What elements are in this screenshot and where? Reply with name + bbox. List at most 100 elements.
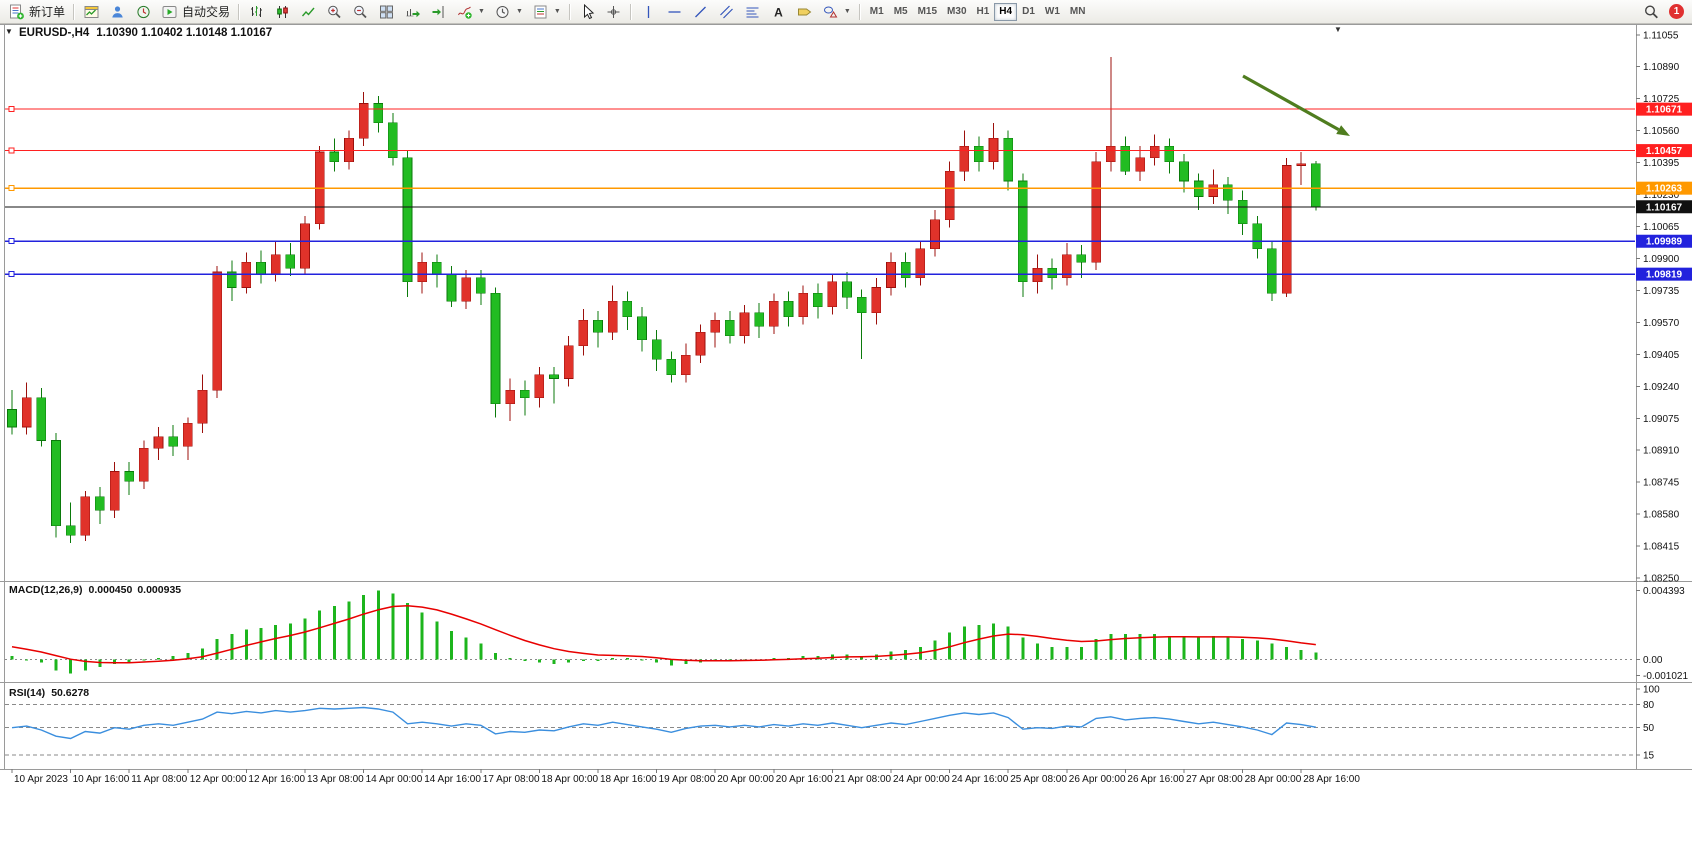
text-button[interactable]: A bbox=[766, 1, 791, 22]
label-button[interactable] bbox=[792, 1, 817, 22]
svg-text:15: 15 bbox=[1643, 750, 1655, 761]
timeframe-d1-button[interactable]: D1 bbox=[1017, 3, 1040, 21]
tile-windows-icon bbox=[380, 5, 394, 18]
timeframe-w1-button[interactable]: W1 bbox=[1040, 3, 1065, 21]
chart-shift-icon bbox=[432, 5, 444, 18]
svg-text:0.004393: 0.004393 bbox=[1643, 586, 1685, 597]
svg-text:18 Apr 16:00: 18 Apr 16:00 bbox=[600, 774, 657, 785]
time-axis[interactable]: 10 Apr 2023 10 Apr 16:00 11 Apr 08:00 12 Ap… bbox=[11, 769, 1360, 785]
separator bbox=[73, 3, 76, 20]
notification-badge[interactable]: 1 bbox=[1669, 4, 1684, 19]
svg-text:24 Apr 00:00: 24 Apr 00:00 bbox=[893, 774, 950, 785]
svg-text:1.08415: 1.08415 bbox=[1643, 542, 1680, 553]
timeframe-mn-button[interactable]: MN bbox=[1065, 3, 1091, 21]
timeframe-m30-button[interactable]: M30 bbox=[942, 3, 971, 21]
svg-text:1.10671: 1.10671 bbox=[1646, 105, 1683, 116]
tile-windows-button[interactable] bbox=[374, 1, 399, 22]
svg-text:-0.001021: -0.001021 bbox=[1643, 671, 1688, 682]
svg-text:20 Apr 00:00: 20 Apr 00:00 bbox=[717, 774, 774, 785]
svg-text:10 Apr 16:00: 10 Apr 16:00 bbox=[73, 774, 130, 785]
profiles-button[interactable] bbox=[105, 1, 130, 22]
chart-canvas[interactable]: 1.11055 1.10890 1.10725 1.10560 1.10395 1.102… bbox=[0, 24, 1692, 853]
indicators-button[interactable]: ▼ bbox=[452, 1, 489, 22]
bar-chart-icon bbox=[251, 5, 263, 17]
horizontal-line-button[interactable] bbox=[662, 1, 687, 22]
price-scale[interactable]: 1.11055 1.10890 1.10725 1.10560 1.10395 1.102… bbox=[1636, 30, 1688, 761]
auto-scroll-icon bbox=[406, 8, 421, 17]
svg-text:12 Apr 16:00: 12 Apr 16:00 bbox=[248, 774, 305, 785]
svg-text:1.10395: 1.10395 bbox=[1643, 158, 1680, 169]
crosshair-button[interactable] bbox=[601, 1, 626, 22]
separator bbox=[568, 3, 571, 20]
svg-text:1.08580: 1.08580 bbox=[1643, 510, 1680, 521]
svg-text:11 Apr 08:00: 11 Apr 08:00 bbox=[131, 774, 187, 785]
svg-text:0.00: 0.00 bbox=[1643, 655, 1663, 666]
svg-text:18 Apr 00:00: 18 Apr 00:00 bbox=[541, 774, 598, 785]
timeframe-group: M1 M5 M15 M30 H1 H4 D1 W1 MN bbox=[865, 2, 1091, 21]
candlestick-button[interactable] bbox=[270, 1, 295, 22]
svg-text:80: 80 bbox=[1643, 700, 1655, 711]
chart-shift-button[interactable] bbox=[426, 1, 451, 22]
periods-button[interactable]: ▼ bbox=[490, 1, 527, 22]
timeframe-h1-button[interactable]: H1 bbox=[972, 3, 995, 21]
svg-text:1.09989: 1.09989 bbox=[1646, 237, 1683, 248]
line-chart-button[interactable] bbox=[296, 1, 321, 22]
new-order-label: 新订单 bbox=[29, 5, 66, 19]
search-button[interactable] bbox=[1639, 1, 1664, 22]
levels-layer[interactable] bbox=[5, 106, 1635, 278]
autotrading-button[interactable]: 自动交易 bbox=[157, 1, 234, 22]
trend-arrow-annotation[interactable] bbox=[1242, 74, 1350, 136]
timeframe-m1-button[interactable]: M1 bbox=[865, 3, 889, 21]
crosshair-icon bbox=[607, 5, 620, 18]
new-order-button[interactable]: 新订单 bbox=[4, 1, 69, 22]
vertical-line-button[interactable] bbox=[636, 1, 661, 22]
price-badges: 1.10671 1.10457 1.10263 1.09989 1.09819 1.101… bbox=[1636, 102, 1692, 281]
timeframe-m15-button[interactable]: M15 bbox=[913, 3, 942, 21]
bar-chart-button[interactable] bbox=[244, 1, 269, 22]
svg-text:21 Apr 08:00: 21 Apr 08:00 bbox=[834, 774, 891, 785]
autotrading-icon bbox=[162, 5, 177, 18]
timeframe-m5-button[interactable]: M5 bbox=[889, 3, 913, 21]
templates-button[interactable]: ▼ bbox=[528, 1, 565, 22]
new-chart-icon bbox=[84, 5, 99, 18]
svg-text:26 Apr 00:00: 26 Apr 00:00 bbox=[1069, 774, 1126, 785]
fibonacci-icon bbox=[746, 7, 759, 17]
auto-scroll-button[interactable] bbox=[400, 1, 425, 22]
svg-text:1.08910: 1.08910 bbox=[1643, 446, 1680, 457]
svg-text:1.10065: 1.10065 bbox=[1643, 222, 1680, 233]
svg-text:50: 50 bbox=[1643, 723, 1655, 734]
svg-text:1.08250: 1.08250 bbox=[1643, 574, 1680, 585]
svg-text:12 Apr 00:00: 12 Apr 00:00 bbox=[190, 774, 247, 785]
svg-text:1.09735: 1.09735 bbox=[1643, 286, 1680, 297]
zoom-in-button[interactable] bbox=[322, 1, 347, 22]
indicator-grid-layer bbox=[5, 658, 1635, 756]
svg-text:1.09405: 1.09405 bbox=[1643, 350, 1680, 361]
chevron-down-icon: ▼ bbox=[478, 8, 485, 15]
timeframe-h4-button[interactable]: H4 bbox=[994, 2, 1018, 21]
svg-text:10 Apr 2023: 10 Apr 2023 bbox=[14, 774, 68, 785]
fibonacci-button[interactable] bbox=[740, 1, 765, 22]
cursor-icon bbox=[583, 3, 595, 19]
svg-text:1.10457: 1.10457 bbox=[1646, 146, 1683, 157]
vertical-line-icon bbox=[647, 5, 649, 18]
horizontal-line-icon bbox=[668, 10, 681, 13]
candles-layer bbox=[7, 57, 1321, 544]
svg-text:14 Apr 00:00: 14 Apr 00:00 bbox=[366, 774, 423, 785]
zoom-out-icon bbox=[354, 5, 367, 18]
cursor-button[interactable] bbox=[575, 1, 600, 22]
macd-layer bbox=[10, 590, 1318, 674]
trendline-button[interactable] bbox=[688, 1, 713, 22]
market-watch-button[interactable] bbox=[131, 1, 156, 22]
svg-text:1.10167: 1.10167 bbox=[1646, 202, 1683, 213]
new-chart-button[interactable] bbox=[79, 1, 104, 22]
svg-text:28 Apr 16:00: 28 Apr 16:00 bbox=[1303, 774, 1360, 785]
zoom-out-button[interactable] bbox=[348, 1, 373, 22]
svg-text:1.09819: 1.09819 bbox=[1646, 270, 1683, 281]
svg-text:1.09900: 1.09900 bbox=[1643, 254, 1680, 265]
chevron-down-icon: ▼ bbox=[515, 8, 523, 15]
svg-text:A: A bbox=[774, 5, 783, 19]
shapes-button[interactable]: ▼ bbox=[818, 1, 855, 22]
svg-text:1.10560: 1.10560 bbox=[1643, 126, 1680, 137]
channel-button[interactable] bbox=[714, 1, 739, 22]
